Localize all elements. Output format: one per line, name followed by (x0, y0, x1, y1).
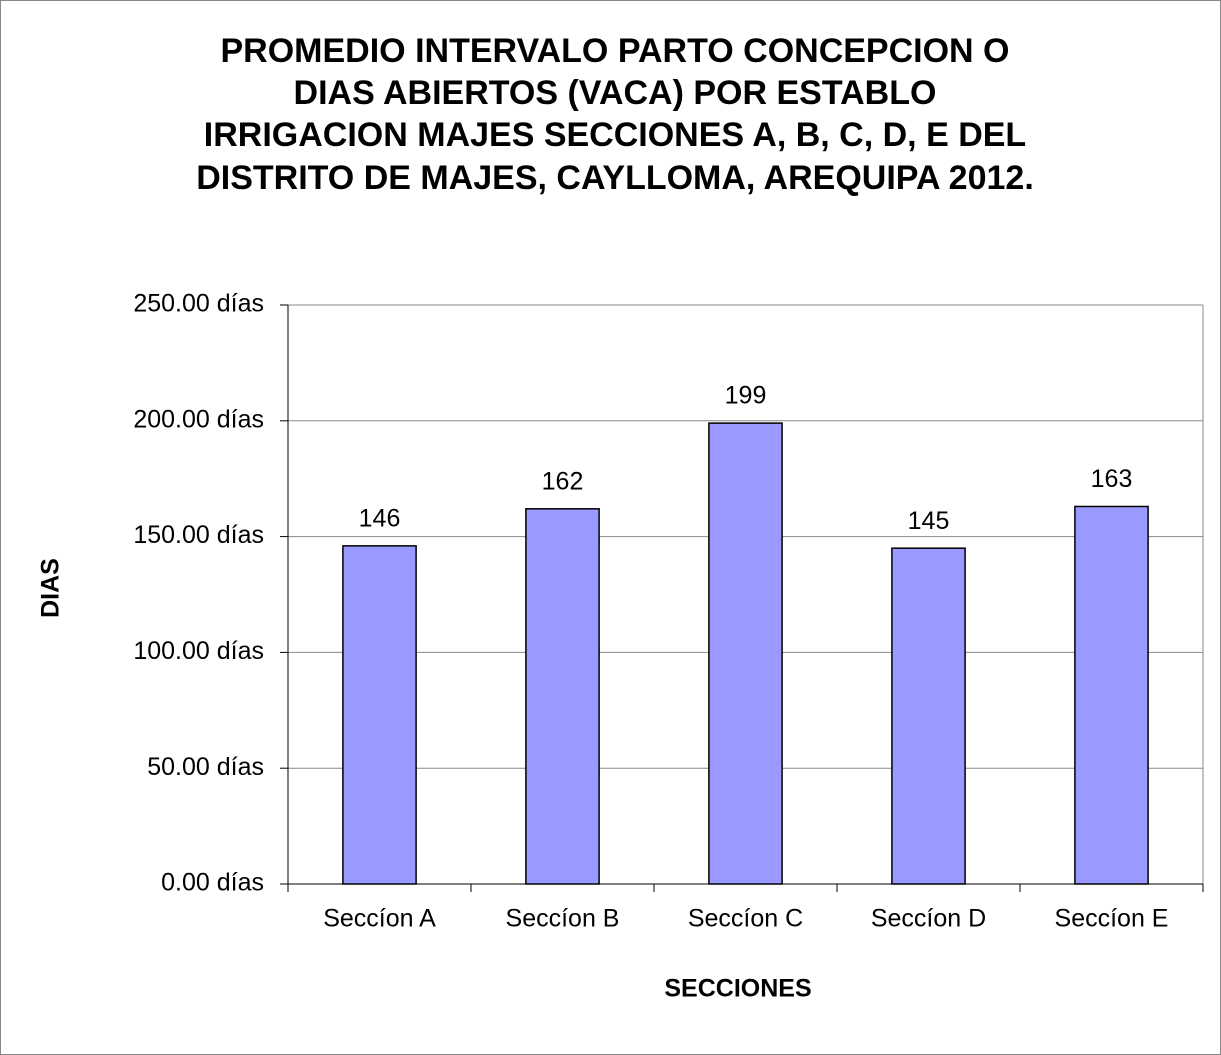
y-tick-label: 0.00 días (161, 869, 264, 897)
data-label: 162 (542, 467, 584, 495)
x-axis-label: SECCIONES (664, 975, 811, 1003)
data-label: 199 (725, 382, 767, 410)
bar (525, 508, 600, 885)
chart-title: PROMEDIO INTERVALO PARTO CONCEPCION O (221, 32, 1010, 70)
chart-title: DISTRITO DE MAJES, CAYLLOMA, AREQUIPA 20… (196, 159, 1034, 197)
y-tick-label: 50.00 días (147, 753, 264, 781)
y-axis-label: DIAS (37, 558, 65, 618)
x-tick-label: Seccíon E (1055, 905, 1169, 933)
chart-title: DIAS ABIERTOS (VACA) POR ESTABLO (294, 74, 937, 112)
y-tick-label: 150.00 días (133, 521, 264, 549)
data-label: 163 (1091, 465, 1133, 493)
bar (1074, 505, 1149, 885)
data-label: 145 (908, 507, 950, 535)
y-tick-label: 100.00 días (133, 637, 264, 665)
x-tick-label: Seccíon C (688, 905, 803, 933)
bar (708, 422, 783, 885)
chart-title: IRRIGACION MAJES SECCIONES A, B, C, D, E… (204, 116, 1026, 154)
x-tick-label: Seccíon B (506, 905, 620, 933)
x-tick-label: Seccíon D (871, 905, 986, 933)
y-tick-label: 250.00 días (133, 290, 264, 318)
y-tick-label: 200.00 días (133, 405, 264, 433)
data-label: 146 (359, 504, 401, 532)
bar (342, 545, 417, 885)
bar (891, 547, 966, 885)
x-tick-label: Seccíon A (323, 905, 436, 933)
